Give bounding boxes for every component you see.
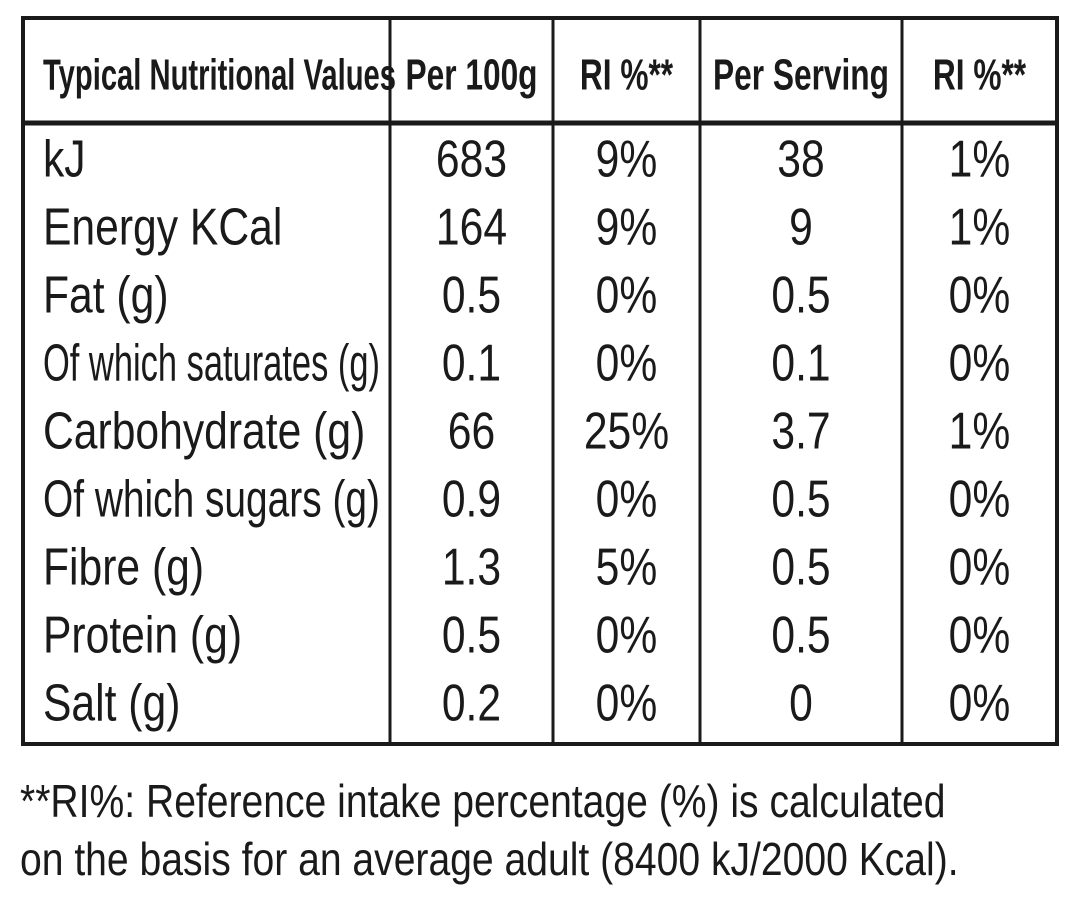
nutrient-value: 0%	[596, 471, 658, 529]
nutrient-name: Salt (g)	[43, 675, 180, 733]
nutrient-value: 164	[436, 199, 507, 257]
nutrient-value: 1%	[949, 131, 1011, 189]
nutrient-name: Fat (g)	[43, 267, 169, 325]
nutrient-value: 0.1	[771, 335, 830, 393]
nutrient-value: 0%	[596, 607, 658, 665]
nutrient-value: 9%	[596, 199, 658, 257]
nutrient-value: 0.2	[442, 675, 501, 733]
nutrient-value: 0%	[596, 335, 658, 393]
nutrient-value: 25%	[584, 403, 669, 461]
nutrient-value: 3.7	[771, 403, 830, 461]
nutrient-value: 0%	[949, 675, 1011, 733]
nutrient-value: 0%	[949, 539, 1011, 597]
nutrient-value: 0.5	[771, 267, 830, 325]
nutrient-value: 0%	[949, 267, 1011, 325]
nutrient-value: 38	[777, 131, 824, 189]
nutrient-value: 0.5	[442, 607, 501, 665]
nutrient-name: Of which sugars (g)	[43, 471, 380, 529]
nutrient-value: 0%	[596, 675, 658, 733]
nutrient-value: 1%	[949, 199, 1011, 257]
nutrient-name: Fibre (g)	[43, 539, 204, 597]
table-frame	[21, 16, 1059, 746]
nutrient-value: 9	[789, 199, 813, 257]
nutrient-value: 66	[448, 403, 495, 461]
nutrient-name: Of which saturates (g)	[43, 335, 380, 393]
nutrient-name: Carbohydrate (g)	[43, 403, 365, 461]
nutrient-value: 1%	[949, 403, 1011, 461]
nutrient-value: 683	[436, 131, 507, 189]
nutrient-name: Protein (g)	[43, 607, 242, 665]
nutrient-value: 0%	[949, 335, 1011, 393]
nutrient-name: Energy KCal	[43, 199, 282, 257]
nutrient-value: 9%	[596, 131, 658, 189]
nutrient-value: 0.5	[771, 539, 830, 597]
nutrient-value: 5%	[596, 539, 658, 597]
nutrient-value: 0	[789, 675, 813, 733]
nutrient-value: 1.3	[442, 539, 501, 597]
column-header: Per 100g	[405, 51, 537, 100]
column-header: Per Serving	[713, 51, 889, 100]
footnote: on the basis for an average adult (8400 …	[20, 834, 959, 886]
nutrient-value: 0.5	[771, 607, 830, 665]
column-header: RI %**	[933, 51, 1026, 100]
nutrient-value: 0%	[596, 267, 658, 325]
nutrient-value: 0.1	[442, 335, 501, 393]
nutrient-value: 0%	[949, 471, 1011, 529]
nutrient-value: 0%	[949, 607, 1011, 665]
column-header: RI %**	[580, 51, 673, 100]
footnote: **RI%: Reference intake percentage (%) i…	[20, 776, 945, 828]
nutrient-value: 0.9	[442, 471, 501, 529]
nutrient-name: kJ	[43, 131, 86, 189]
column-header: Typical Nutritional Values	[43, 51, 396, 100]
nutrient-value: 0.5	[442, 267, 501, 325]
nutrient-value: 0.5	[771, 471, 830, 529]
